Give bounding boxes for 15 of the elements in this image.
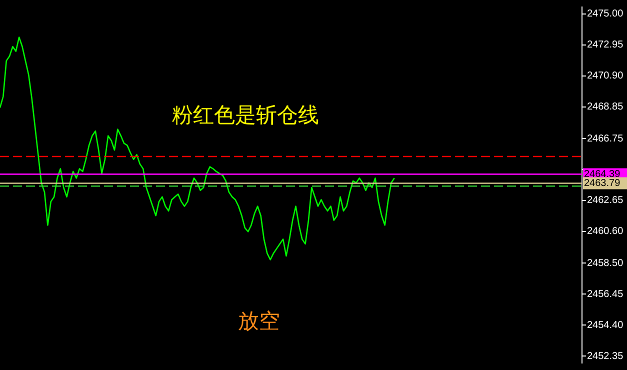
y-tick-label: 2470.90	[587, 70, 624, 82]
y-tick-label: 2452.35	[587, 350, 624, 362]
ref-line-label: 2464.39	[584, 168, 621, 180]
annotation: 放空	[238, 308, 280, 335]
y-tick-label: 2454.40	[587, 320, 624, 331]
y-tick-label: 2466.75	[587, 133, 624, 144]
ref-line-label: 2463.79	[584, 178, 621, 190]
y-tick-label: 2462.65	[587, 195, 624, 206]
y-tick-label: 2472.95	[587, 40, 624, 51]
y-tick-label: 2460.60	[587, 226, 624, 238]
y-tick-label: 2475.00	[587, 8, 624, 20]
annotation: 粉红色是斩仓线	[172, 102, 319, 129]
y-tick-label: 2458.50	[587, 258, 624, 269]
y-tick-label: 2456.45	[587, 288, 624, 300]
y-tick-label: 2468.85	[587, 102, 624, 113]
